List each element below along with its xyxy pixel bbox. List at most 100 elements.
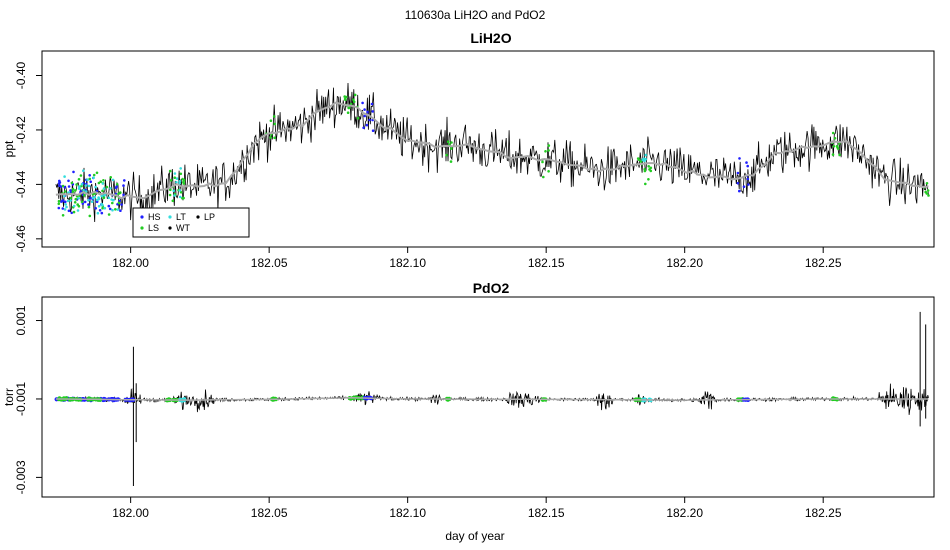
legend-marker-ls	[140, 226, 144, 230]
lih2o-flag-point	[72, 170, 75, 174]
lih2o-flag-point	[123, 179, 126, 182]
lih2o-flag-point	[175, 177, 179, 180]
lih2o-flag-point	[172, 189, 175, 193]
lih2o-flag-point	[111, 178, 115, 182]
lih2o-flag-point	[82, 169, 85, 172]
legend-label-lp: LP	[204, 212, 215, 222]
lih2o-flag-point	[103, 206, 107, 210]
lih2o-flag-point	[835, 144, 839, 148]
lih2o-flag-point	[833, 137, 837, 140]
lih2o-flag-point	[77, 178, 81, 181]
lih2o-flag-point	[57, 206, 61, 210]
legend-marker-lt	[168, 215, 172, 219]
lih2o-flag-point	[88, 177, 92, 181]
lih2o-flag-point	[67, 185, 71, 188]
lih2o-flag-point	[179, 172, 183, 176]
lih2o-smoothed-series-line	[55, 101, 929, 200]
panel-lih2o-title: LiH2O	[470, 30, 511, 46]
lih2o-flag-point	[647, 165, 650, 168]
lih2o-flag-point	[838, 153, 841, 157]
lih2o-flag-point	[738, 189, 741, 193]
lih2o-flag-point	[924, 190, 927, 194]
lih2o-flag-point	[72, 210, 76, 214]
lih2o-xtick-label: 182.25	[805, 256, 842, 270]
lih2o-flag-point	[89, 180, 92, 183]
lih2o-flag-point	[647, 178, 650, 181]
panel-pdo2-axes: 182.00 182.05 182.10 182.15 182.20 182.25 -0.0…	[14, 305, 842, 520]
lih2o-flag-point	[86, 178, 89, 181]
lih2o-flag-point	[87, 184, 91, 188]
lih2o-flag-point	[115, 183, 119, 186]
lih2o-flag-point	[348, 106, 351, 110]
lih2o-flag-point	[742, 185, 746, 188]
lih2o-flag-point	[97, 181, 101, 185]
lih2o-flag-point	[450, 141, 453, 144]
lih2o-flag-point	[544, 150, 547, 153]
lih2o-flag-point	[370, 102, 374, 106]
lih2o-flag-point	[363, 108, 366, 111]
lih2o-flag-point	[78, 185, 81, 188]
lih2o-flag-point	[69, 196, 73, 200]
lih2o-flag-point	[746, 177, 750, 181]
lih2o-flag-point	[61, 214, 65, 217]
lih2o-flag-point	[541, 160, 544, 164]
lih2o-flag-point	[542, 175, 545, 179]
lih2o-flag-point	[70, 211, 73, 215]
lih2o-flag-point	[272, 115, 276, 118]
lih2o-flag-point	[74, 197, 78, 201]
lih2o-flag-point	[112, 198, 115, 202]
lih2o-flag-point	[927, 194, 930, 197]
lih2o-flag-point	[102, 196, 105, 200]
lih2o-flag-point	[73, 201, 77, 204]
lih2o-flag-point	[57, 202, 61, 206]
lih2o-flag-point	[101, 189, 104, 193]
lih2o-flag-point	[118, 199, 121, 203]
lih2o-flag-point	[114, 186, 118, 189]
lih2o-flag-point	[107, 196, 111, 200]
lih2o-flag-point	[831, 131, 835, 135]
panel-pdo2-ylabel: torr	[2, 388, 16, 406]
legend-label-lt: LT	[176, 212, 186, 222]
lih2o-flag-point	[100, 202, 103, 206]
lih2o-flag-point	[72, 204, 76, 208]
lih2o-flag-point	[76, 209, 80, 212]
legend-marker-lp	[196, 215, 200, 219]
lih2o-ytick-label: -0.40	[14, 62, 28, 90]
panel-lih2o-frame	[41, 50, 935, 248]
lih2o-flag-point	[644, 182, 647, 186]
lih2o-flag-point	[111, 201, 114, 205]
lih2o-flag-point	[102, 187, 106, 190]
pdo2-xtick-label: 182.00	[112, 506, 149, 520]
lih2o-flag-point	[63, 208, 67, 211]
panel-lih2o-ylabel: ppt	[2, 140, 16, 157]
lih2o-flag-point	[82, 188, 85, 192]
lih2o-flag-point	[173, 172, 177, 175]
pdo2-xtick-label: 182.05	[251, 506, 288, 520]
lih2o-flag-point	[179, 191, 183, 194]
lih2o-flag-point	[371, 129, 375, 132]
lih2o-flag-point	[371, 110, 375, 113]
lih2o-flag-point	[58, 184, 61, 187]
lih2o-flag-point	[109, 176, 112, 179]
lih2o-xtick-label: 182.10	[389, 256, 426, 270]
lih2o-flag-point	[109, 187, 112, 190]
lih2o-flag-point	[122, 184, 125, 187]
legend-label-hs: HS	[148, 212, 161, 222]
figure-suptitle: 110630a LiH2O and PdO2	[405, 8, 546, 22]
lih2o-flag-point	[70, 181, 74, 185]
lih2o-flag-point	[99, 180, 102, 183]
lih2o-flag-point	[450, 147, 453, 150]
lih2o-flag-point	[63, 175, 66, 178]
lih2o-flag-point	[80, 200, 84, 204]
lih2o-flag-point	[79, 174, 83, 177]
lih2o-flag-point	[644, 153, 647, 157]
lih2o-flag-point	[636, 157, 640, 160]
pdo2-xtick-label: 182.15	[528, 506, 565, 520]
legend-label-wt: WT	[176, 223, 190, 233]
lih2o-flag-point	[61, 184, 65, 188]
panel-lih2o: LiH2O ppt 182.00 182.05 182.10 182.15 182.20…	[2, 30, 935, 270]
lih2o-flag-point	[74, 189, 77, 192]
lih2o-flag-point	[181, 196, 184, 200]
lih2o-flag-point	[366, 110, 369, 114]
lih2o-flag-point	[269, 119, 273, 122]
